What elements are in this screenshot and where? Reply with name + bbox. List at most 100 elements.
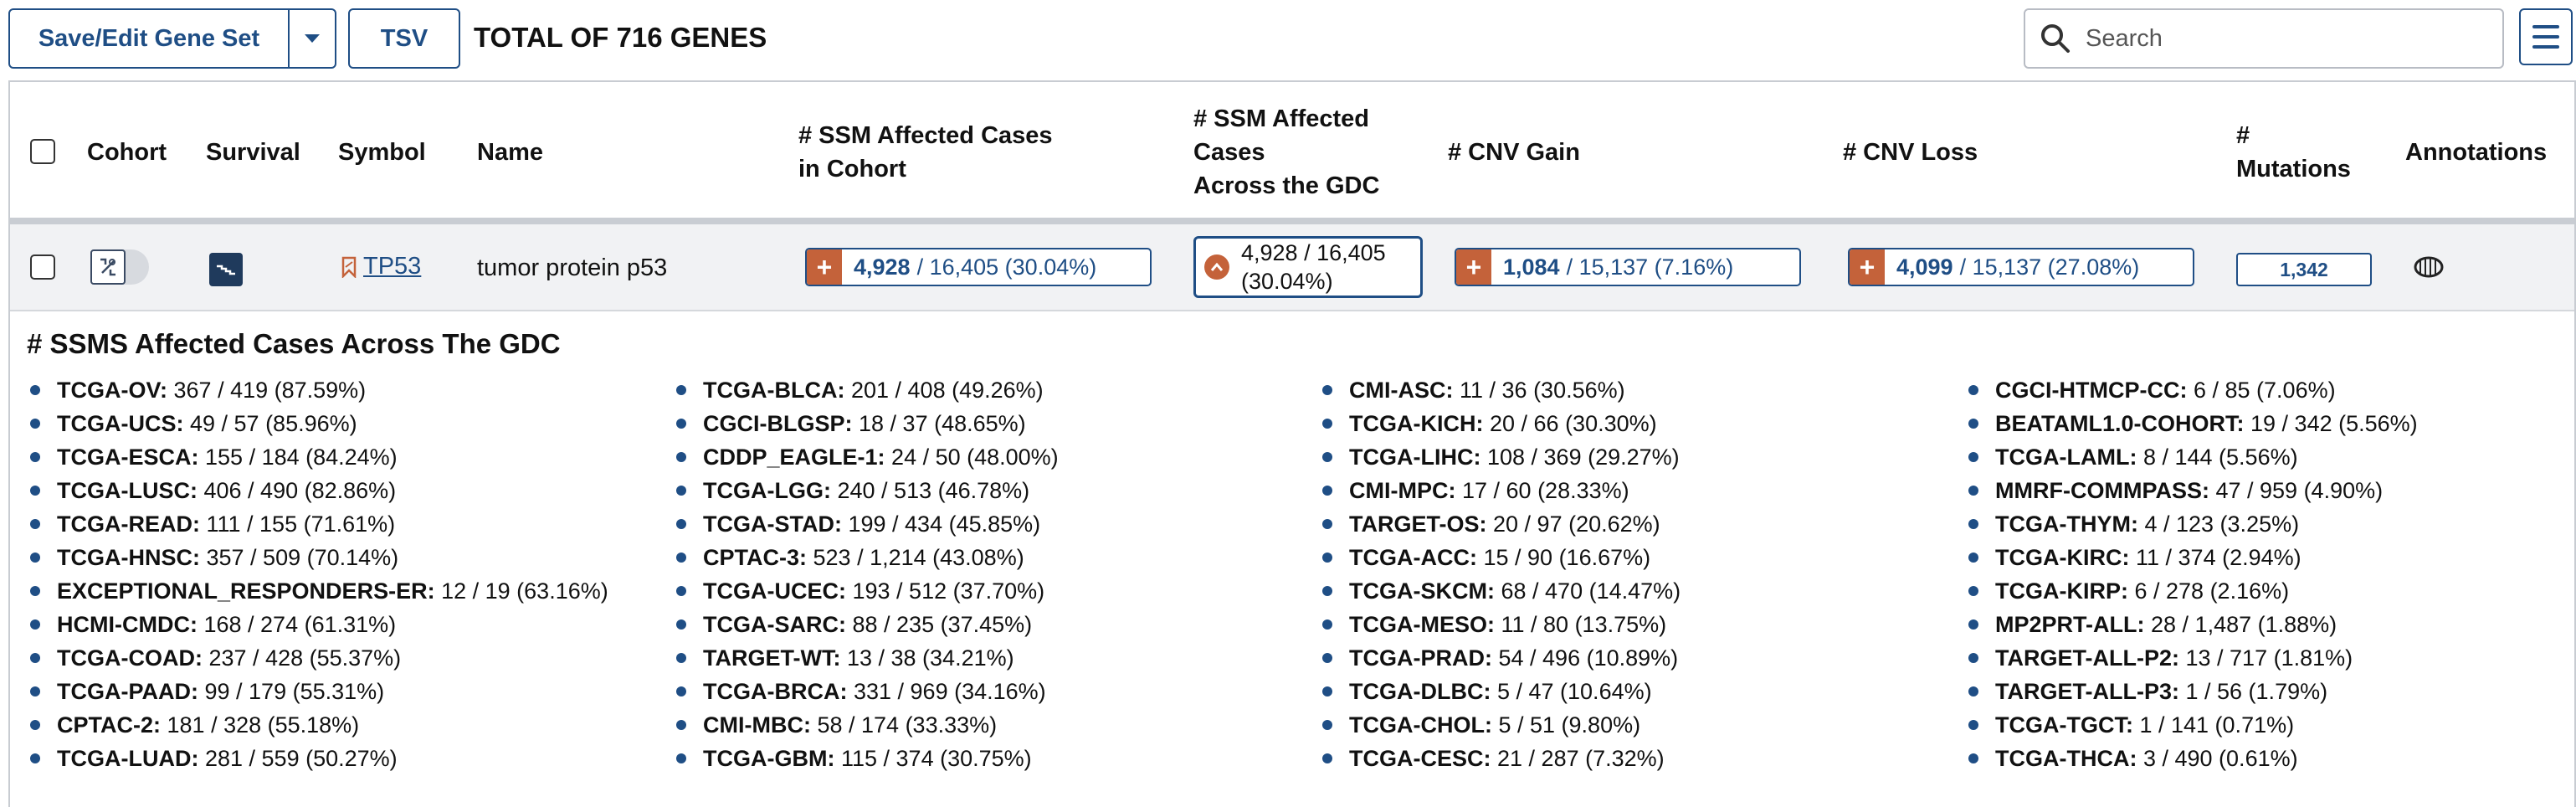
header-survival[interactable]: Survival <box>206 139 300 166</box>
header-name[interactable]: Name <box>477 139 543 166</box>
list-item: TCGA-THCA: 3 / 490 (0.61%) <box>1965 742 2418 775</box>
header-cohort[interactable]: Cohort <box>87 139 167 166</box>
search-input[interactable] <box>2086 24 2487 53</box>
ssm-gdc-value: 4,928 / 16,405 (30.04%) <box>1241 240 1386 294</box>
cnv-loss-count: 4,099 <box>1896 254 1953 280</box>
list-item: TCGA-CESC: 21 / 287 (7.32%) <box>1319 742 1681 775</box>
project-name: MMRF-COMMPASS: <box>1995 478 2209 503</box>
project-name: TARGET-WT: <box>703 645 841 671</box>
header-ssm-gdc-line2: Cases <box>1193 139 1265 166</box>
project-name: CGCI-BLGSP: <box>703 411 853 436</box>
project-name: CMI-ASC: <box>1349 378 1454 403</box>
project-value: 28 / 1,487 (1.88%) <box>2151 612 2337 637</box>
cnv-gain-count: 1,084 <box>1503 254 1560 280</box>
cohort-toggle-icon <box>90 249 126 285</box>
select-all-checkbox[interactable] <box>30 139 55 164</box>
project-name: TCGA-BRCA: <box>703 679 848 704</box>
project-name: TCGA-COAD: <box>57 645 203 671</box>
list-item: TCGA-HNSC: 357 / 509 (70.14%) <box>27 541 608 574</box>
project-name: TCGA-LUAD: <box>57 746 199 771</box>
ssm-gdc-toggle-button[interactable]: 4,928 / 16,405 (30.04%) <box>1193 236 1423 298</box>
project-value: 11 / 80 (13.75%) <box>1501 612 1667 637</box>
cnv-loss-rest: / 15,137 (27.08%) <box>1959 254 2140 280</box>
list-item: CPTAC-2: 181 / 328 (55.18%) <box>27 708 608 742</box>
project-name: CPTAC-3: <box>703 545 807 570</box>
cnv-loss-button[interactable]: + 4,099 / 15,137 (27.08%) <box>1848 248 2194 286</box>
header-mutations[interactable]: # Mutations <box>2236 119 2351 186</box>
plus-icon: + <box>807 249 842 285</box>
project-name: MP2PRT-ALL: <box>1995 612 2145 637</box>
project-value: 58 / 174 (33.33%) <box>817 712 998 738</box>
list-item: EXCEPTIONAL_RESPONDERS-ER: 12 / 19 (63.1… <box>27 574 608 608</box>
project-value: 11 / 36 (30.56%) <box>1460 378 1625 403</box>
project-value: 367 / 419 (87.59%) <box>173 378 367 403</box>
save-edit-gene-set-button[interactable]: Save/Edit Gene Set <box>8 8 336 69</box>
cnv-gain-button[interactable]: + 1,084 / 15,137 (7.16%) <box>1455 248 1801 286</box>
project-value: 12 / 19 (63.16%) <box>441 578 608 604</box>
list-item: TCGA-SARC: 88 / 235 (37.45%) <box>673 608 1059 641</box>
project-value: 13 / 717 (1.81%) <box>2185 645 2353 671</box>
list-item: CMI-ASC: 11 / 36 (30.56%) <box>1319 373 1681 407</box>
list-item: TCGA-MESO: 11 / 80 (13.75%) <box>1319 608 1681 641</box>
list-item: CMI-MPC: 17 / 60 (28.33%) <box>1319 474 1681 507</box>
ssm-cohort-rest: / 16,405 (30.04%) <box>916 254 1097 280</box>
project-name: TCGA-KICH: <box>1349 411 1484 436</box>
save-edit-gene-set-label[interactable]: Save/Edit Gene Set <box>38 24 260 52</box>
save-edit-dropdown-toggle[interactable] <box>288 10 335 67</box>
project-value: 49 / 57 (85.96%) <box>190 411 357 436</box>
project-name: TARGET-OS: <box>1349 511 1487 537</box>
survival-plot-button[interactable] <box>209 253 243 286</box>
search-box[interactable] <box>2024 8 2504 69</box>
plus-icon: + <box>1850 249 1885 285</box>
header-annotations[interactable]: Annotations <box>2405 139 2548 166</box>
project-value: 193 / 512 (37.70%) <box>852 578 1045 604</box>
row-select-checkbox[interactable] <box>30 254 55 280</box>
cnv-gain-rest: / 15,137 (7.16%) <box>1566 254 1734 280</box>
tsv-download-button[interactable]: TSV <box>348 8 460 69</box>
project-name: TCGA-SARC: <box>703 612 846 637</box>
project-value: 201 / 408 (49.26%) <box>850 378 1044 403</box>
project-name: TCGA-PRAD: <box>1349 645 1492 671</box>
project-name: CDDP_EAGLE-1: <box>703 445 885 470</box>
project-name: TCGA-HNSC: <box>57 545 200 570</box>
project-name: CMI-MBC: <box>703 712 811 738</box>
header-symbol[interactable]: Symbol <box>338 139 426 166</box>
annotation-link[interactable] <box>2412 254 2445 284</box>
project-value: 357 / 509 (70.14%) <box>206 545 399 570</box>
ssm-cohort-button[interactable]: + 4,928 / 16,405 (30.04%) <box>805 248 1152 286</box>
list-item: TCGA-BLCA: 201 / 408 (49.26%) <box>673 373 1059 407</box>
list-item: TCGA-LUSC: 406 / 490 (82.86%) <box>27 474 608 507</box>
gene-symbol-link[interactable]: TP53 <box>363 253 422 280</box>
list-item: TARGET-WT: 13 / 38 (34.21%) <box>673 641 1059 675</box>
header-ssm-gdc[interactable]: # SSM Affected Cases Across the GDC <box>1193 102 1379 203</box>
project-value: 68 / 470 (14.47%) <box>1501 578 1681 604</box>
table-row: TP53 tumor protein p53 + 4,928 / 16,405 … <box>10 224 2574 311</box>
project-name: TCGA-LGG: <box>703 478 831 503</box>
project-value: 331 / 969 (34.16%) <box>853 679 1046 704</box>
project-value: 88 / 235 (37.45%) <box>852 612 1033 637</box>
project-name: CPTAC-2: <box>57 712 161 738</box>
header-mutations-line2: Mutations <box>2236 156 2351 182</box>
project-name: TCGA-UCEC: <box>703 578 846 604</box>
mutations-count-button[interactable]: 1,342 <box>2236 253 2372 286</box>
cohort-toggle[interactable] <box>90 249 149 285</box>
project-name: TCGA-MESO: <box>1349 612 1495 637</box>
list-item: HCMI-CMDC: 168 / 274 (61.31%) <box>27 608 608 641</box>
header-cnv-gain[interactable]: # CNV Gain <box>1448 139 1580 166</box>
header-cnv-loss[interactable]: # CNV Loss <box>1843 139 1978 166</box>
hamburger-menu-icon <box>2532 25 2559 28</box>
project-name: TCGA-TGCT: <box>1995 712 2133 738</box>
list-item: TCGA-UCEC: 193 / 512 (37.70%) <box>673 574 1059 608</box>
table-toolbar: Save/Edit Gene Set TSV TOTAL OF 716 GENE… <box>0 0 2576 77</box>
project-value: 5 / 51 (9.80%) <box>1498 712 1641 738</box>
column-menu-button[interactable] <box>2519 8 2573 65</box>
project-value: 115 / 374 (30.75%) <box>840 746 1032 771</box>
project-name: TCGA-THYM: <box>1995 511 2138 537</box>
project-value: 4 / 123 (3.25%) <box>2144 511 2300 537</box>
gene-symbol-cell: TP53 <box>341 253 421 280</box>
list-item: TCGA-COAD: 237 / 428 (55.37%) <box>27 641 608 675</box>
list-item: TCGA-CHOL: 5 / 51 (9.80%) <box>1319 708 1681 742</box>
list-item: MP2PRT-ALL: 28 / 1,487 (1.88%) <box>1965 608 2418 641</box>
list-item: TARGET-ALL-P2: 13 / 717 (1.81%) <box>1965 641 2418 675</box>
header-ssm-cohort[interactable]: # SSM Affected Cases in Cohort <box>798 119 1053 186</box>
